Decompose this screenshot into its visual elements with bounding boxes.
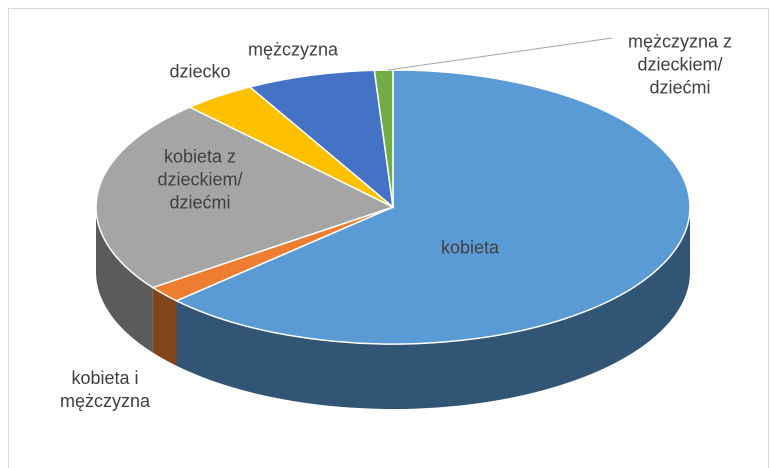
- slice-label: mężczyzna: [247, 39, 339, 60]
- slice-label: kobieta z dzieckiem/ dziećmi: [157, 146, 243, 213]
- pie-sides: [96, 207, 690, 409]
- chart-frame: [8, 8, 769, 468]
- slice: [95, 106, 395, 289]
- slice-label: dziecko: [169, 61, 231, 82]
- slice-label: kobieta i mężczyzna: [59, 368, 151, 411]
- slice: [248, 69, 395, 209]
- slice-label: kobieta: [440, 237, 500, 258]
- slice-side: [96, 207, 153, 353]
- slice: [174, 69, 691, 345]
- slice: [373, 69, 394, 208]
- slice-label: mężczyzna z dzieckiem/ dziećmi: [627, 31, 733, 98]
- slice-side: [176, 207, 690, 409]
- pie-tops: [95, 69, 691, 345]
- slice-side: [152, 287, 177, 366]
- leader-line: [387, 37, 613, 71]
